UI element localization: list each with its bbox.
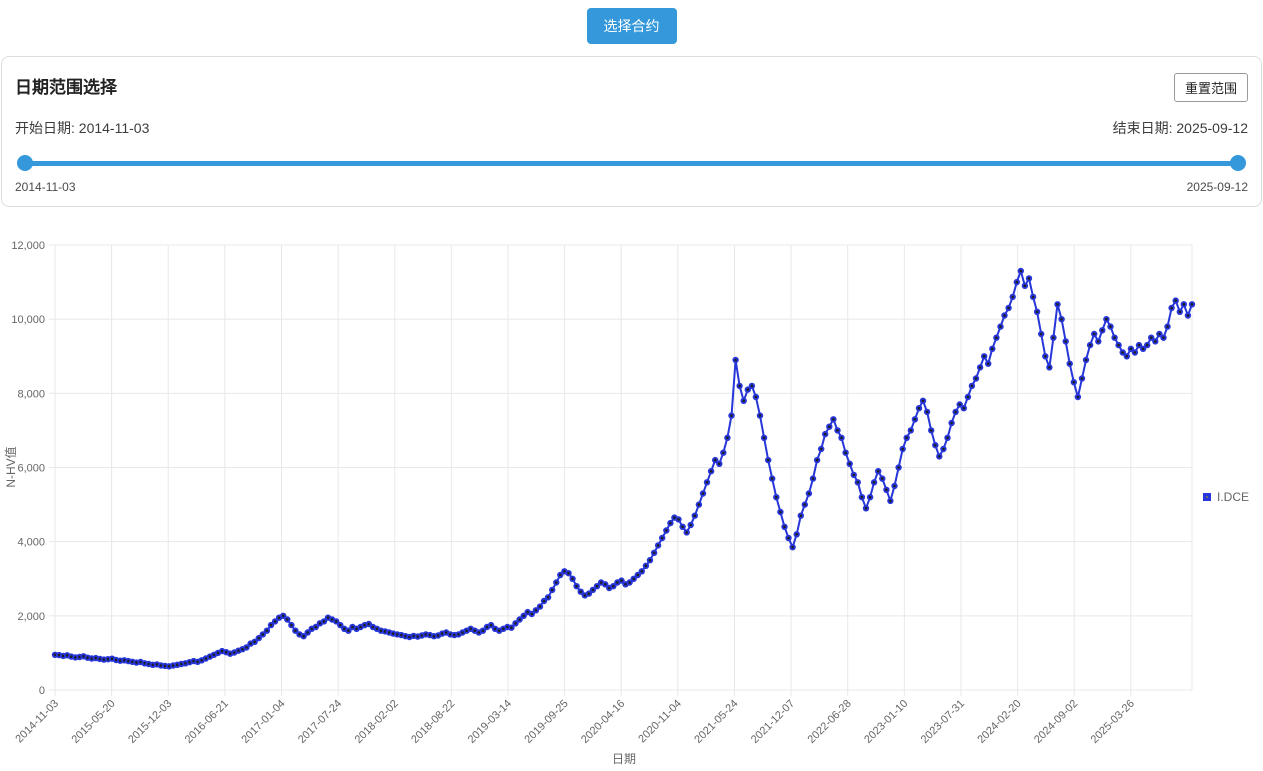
svg-text:0: 0 (39, 685, 45, 697)
svg-text:2020-11-04: 2020-11-04 (636, 698, 684, 746)
svg-text:2014-11-03: 2014-11-03 (13, 698, 61, 746)
chart-canvas[interactable]: 0 2,000 4,000 6,000 8,000 10,000 12,000 2014-11… (0, 225, 1263, 771)
svg-text:2017-01-04: 2017-01-04 (239, 698, 287, 746)
select-contract-button[interactable]: 选择合约 (586, 8, 677, 44)
svg-text:2017-07-24: 2017-07-24 (296, 698, 344, 746)
svg-text:2023-07-31: 2023-07-31 (919, 698, 967, 746)
svg-text:2025-03-26: 2025-03-26 (1089, 698, 1137, 746)
chart-legend[interactable]: I.DCE (1203, 490, 1249, 504)
svg-text:2,000: 2,000 (17, 611, 45, 623)
svg-text:2023-01-10: 2023-01-10 (862, 698, 910, 746)
start-date-text: 开始日期: 2014-11-03 (15, 120, 150, 136)
svg-text:2019-09-25: 2019-09-25 (522, 698, 570, 746)
svg-text:10,000: 10,000 (11, 314, 45, 326)
y-axis-title: N-HV值 (3, 446, 18, 487)
svg-text:2024-02-20: 2024-02-20 (975, 698, 1023, 746)
svg-text:2019-03-14: 2019-03-14 (466, 698, 514, 746)
svg-text:8,000: 8,000 (17, 388, 45, 400)
svg-text:2018-08-22: 2018-08-22 (409, 698, 457, 746)
reset-range-button[interactable]: 重置范围 (1173, 73, 1248, 102)
svg-text:2018-02-02: 2018-02-02 (353, 698, 401, 746)
svg-text:2015-12-03: 2015-12-03 (126, 698, 174, 746)
svg-text:2020-04-16: 2020-04-16 (579, 698, 627, 746)
svg-text:4,000: 4,000 (17, 537, 45, 549)
svg-text:2016-06-21: 2016-06-21 (183, 698, 231, 746)
slider-min-label: 2014-11-03 (15, 180, 76, 194)
top-toolbar: 选择合约 (0, 0, 1263, 53)
svg-text:2021-05-24: 2021-05-24 (692, 698, 740, 746)
date-range-title: 日期范围选择 (15, 78, 117, 97)
slider-max-label: 2025-09-12 (1186, 180, 1248, 194)
legend-label-idce: I.DCE (1217, 490, 1250, 504)
slider-handle-end[interactable] (1230, 155, 1246, 171)
x-axis-title: 日期 (612, 752, 636, 766)
nhv-chart: 0 2,000 4,000 6,000 8,000 10,000 12,000 2014-11… (0, 225, 1263, 771)
end-date-text: 结束日期: 2025-09-12 (1112, 120, 1248, 136)
svg-text:2022-06-28: 2022-06-28 (806, 698, 854, 746)
date-range-panel-header: 日期范围选择 重置范围 (15, 73, 1248, 102)
svg-text:2024-09-02: 2024-09-02 (1032, 698, 1080, 746)
slider-range-labels: 2014-11-03 2025-09-12 (15, 180, 1248, 194)
svg-text:6,000: 6,000 (17, 463, 45, 475)
date-range-panel: 日期范围选择 重置范围 开始日期: 2014-11-03 结束日期: 2025-… (1, 56, 1262, 207)
svg-text:2021-12-07: 2021-12-07 (749, 698, 797, 746)
slider-handle-start[interactable] (17, 155, 33, 171)
svg-text:12,000: 12,000 (11, 240, 45, 252)
legend-swatch-idce (1203, 493, 1211, 501)
date-range-slider[interactable] (17, 155, 1246, 171)
slider-track[interactable] (25, 161, 1238, 166)
date-range-values: 开始日期: 2014-11-03 结束日期: 2025-09-12 (15, 118, 1248, 138)
svg-text:2015-05-20: 2015-05-20 (69, 698, 117, 746)
